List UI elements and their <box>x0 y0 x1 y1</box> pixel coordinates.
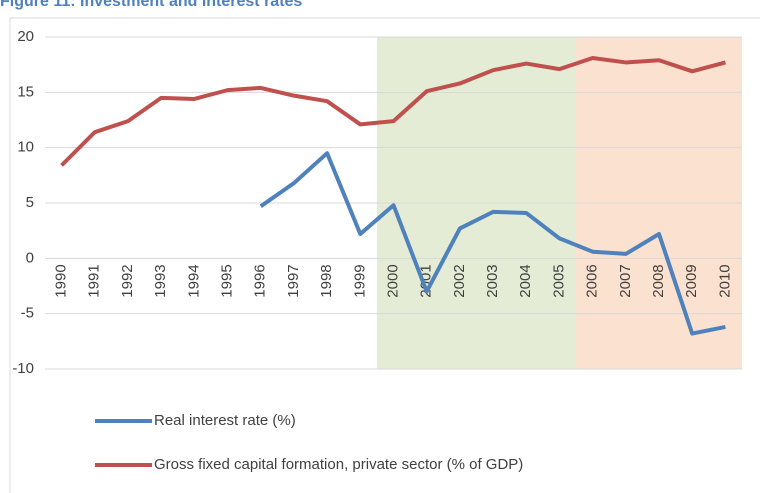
x-tick-label: 2004 <box>517 264 534 297</box>
x-tick-label: 1999 <box>351 264 368 297</box>
y-tick-label: 15 <box>17 83 34 100</box>
y-tick-label: 5 <box>26 194 34 211</box>
x-tick-label: 2002 <box>451 264 468 297</box>
x-tick-label: 2009 <box>683 264 700 297</box>
x-tick-label: 2001 <box>418 264 435 297</box>
x-tick-label: 2007 <box>617 264 634 297</box>
x-tick-label: 2000 <box>384 264 401 297</box>
y-tick-label: -10 <box>12 360 34 377</box>
x-tick-label: 2010 <box>716 264 733 297</box>
x-tick-label: 1992 <box>119 264 136 297</box>
line-series <box>60 56 726 167</box>
y-tick-label: -5 <box>21 305 34 322</box>
x-tick-label: 1995 <box>219 264 236 297</box>
y-tick-label: 10 <box>17 139 34 156</box>
x-tick-label: 2005 <box>550 264 567 297</box>
y-tick-label: 0 <box>26 249 34 266</box>
x-tick-label: 1990 <box>53 264 70 297</box>
chart-title: Figure 11: Investment and interest rates <box>0 0 302 10</box>
x-tick-label: 2006 <box>584 264 601 297</box>
frame <box>9 17 760 493</box>
x-tick-label: 1996 <box>252 264 269 297</box>
x-tick-label: 1997 <box>285 264 302 297</box>
x-tick-label: 1991 <box>86 264 103 297</box>
x-tick-label: 1998 <box>318 264 335 297</box>
x-tick-label: 1994 <box>185 264 202 297</box>
x-tick-label: 1993 <box>152 264 169 297</box>
legend-label: Gross fixed capital formation, private s… <box>154 456 523 473</box>
x-tick-label: 2008 <box>650 264 667 297</box>
line-series <box>259 151 726 336</box>
x-tick-label: 2003 <box>484 264 501 297</box>
y-tick-label: 20 <box>17 28 34 45</box>
legend-label: Real interest rate (%) <box>154 412 296 429</box>
